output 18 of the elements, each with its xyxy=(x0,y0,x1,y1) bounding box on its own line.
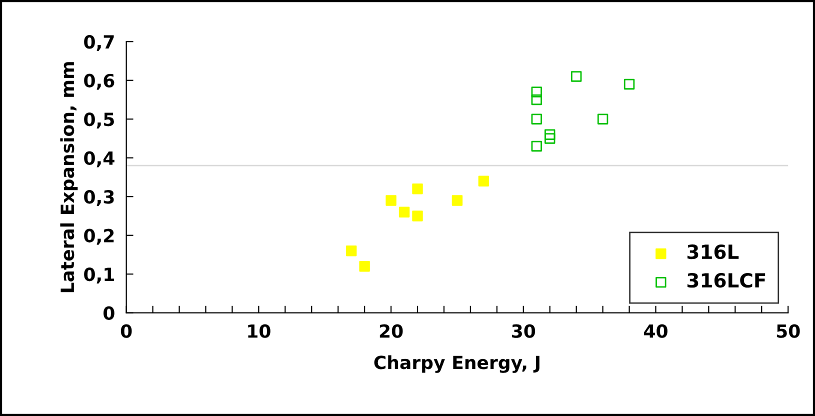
x-axis-title: Charpy Energy, J xyxy=(374,355,540,373)
y-tick-label: 0,2 xyxy=(84,228,114,245)
x-tick-label: 30 xyxy=(512,324,536,338)
y-tick-label: 0,6 xyxy=(84,74,114,90)
x-tick-label: 40 xyxy=(644,324,668,338)
y-axis-title: Lateral Expansion, mm xyxy=(60,62,78,292)
x-tick-label: 50 xyxy=(776,324,800,338)
x-tick-label: 20 xyxy=(380,324,403,338)
legend-label: 316LCF xyxy=(687,272,766,288)
y-tick-label: 0,3 xyxy=(84,190,114,206)
legend-label: 316L xyxy=(687,244,739,260)
y-tick-label: 0,5 xyxy=(84,112,114,129)
x-tick-label: 10 xyxy=(248,324,270,338)
y-tick-label: 0,7 xyxy=(84,35,114,52)
y-tick-label: 0,4 xyxy=(84,151,114,168)
y-tick-label: 0,1 xyxy=(84,268,114,284)
x-tick-label: 0 xyxy=(120,324,132,338)
y-tick-label: 0 xyxy=(104,306,114,320)
